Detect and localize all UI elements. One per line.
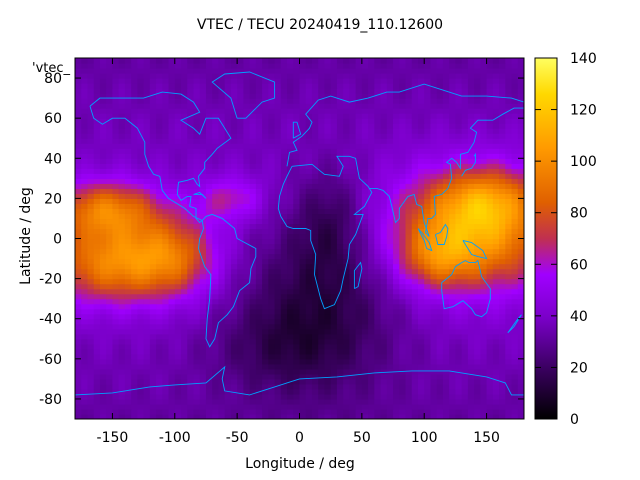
y-tick-label: -60 xyxy=(39,352,62,368)
y-tick-label: 20 xyxy=(44,191,62,207)
colorbar-tick-label: 60 xyxy=(570,257,588,273)
coastline xyxy=(353,261,363,289)
x-tick-label: -100 xyxy=(159,430,191,446)
coastline xyxy=(369,107,524,237)
x-tick-label: 50 xyxy=(353,430,371,446)
coastline xyxy=(434,223,449,245)
colorbar-tick-label: 0 xyxy=(570,412,579,428)
x-axis-label: Longitude / deg xyxy=(245,456,355,472)
colorbar-tick-label: 80 xyxy=(570,206,588,222)
coastlines xyxy=(75,71,524,396)
key-label: 'vtec_ xyxy=(32,61,71,76)
y-tick-label: -20 xyxy=(39,272,62,288)
y-tick-label: 60 xyxy=(44,111,62,127)
coastline xyxy=(277,155,373,310)
colorbar-tick-label: 20 xyxy=(570,360,588,376)
x-axis: -150 -100 -50 0 50 100 150 xyxy=(97,58,500,446)
colorbar-tick-label: 100 xyxy=(570,154,597,170)
coastline xyxy=(286,83,524,167)
vtec-heatmap xyxy=(75,58,524,419)
coastline xyxy=(75,365,524,396)
y-tick-label: 40 xyxy=(44,151,62,167)
y-tick-label: 80 xyxy=(44,71,62,87)
coastline xyxy=(461,152,476,177)
colorbar-tick-label: 40 xyxy=(570,309,588,325)
coastline xyxy=(89,91,232,224)
y-tick-label: -40 xyxy=(39,312,62,328)
coastline xyxy=(193,191,207,199)
x-tick-label: 150 xyxy=(473,430,500,446)
y-tick-label: 0 xyxy=(53,232,62,248)
y-tick-label: -80 xyxy=(39,392,62,408)
colorbar-tick-label: 140 xyxy=(570,51,597,67)
y-axis: -80 -60 -40 -20 0 20 40 60 80 xyxy=(39,71,524,408)
x-tick-label: -150 xyxy=(97,430,129,446)
colorbar-ticks: 0 20 40 60 80 100 120 140 xyxy=(535,51,597,428)
colorbar-tick-label: 120 xyxy=(570,103,597,119)
coastline xyxy=(292,121,302,139)
coastline xyxy=(462,240,488,260)
x-tick-label: 100 xyxy=(411,430,438,446)
colorbar xyxy=(534,57,558,420)
coastline xyxy=(417,228,433,252)
coastline xyxy=(507,314,522,334)
coastline xyxy=(441,259,491,318)
coastline xyxy=(211,71,276,119)
y-axis-label: Latitude / deg xyxy=(18,187,34,285)
coastline xyxy=(198,213,257,348)
chart-title: VTEC / TECU 20240419_110.12600 xyxy=(196,17,444,33)
x-tick-label: 0 xyxy=(295,430,304,446)
x-tick-label: -50 xyxy=(226,430,249,446)
